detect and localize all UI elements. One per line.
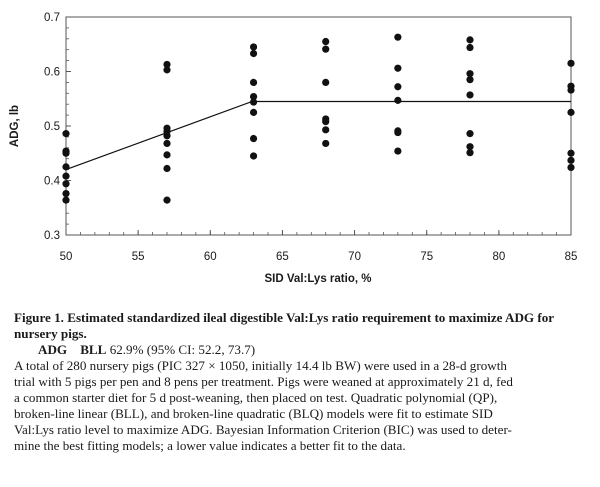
data-point [249,98,258,106]
data-point [62,149,70,157]
data-point [466,91,474,99]
data-point [322,118,330,126]
x-tick-label: 70 [348,251,361,263]
plot-frame [65,16,572,236]
data-point [163,151,171,159]
data-point [163,139,171,148]
y-tick-label: 0.7 [44,12,60,24]
broken-line-fit [65,100,571,171]
data-point [567,156,575,164]
data-points [62,33,575,204]
data-point [466,76,474,84]
y-axis-title: ADG, lb [9,105,21,147]
x-axis-ticks: 50 55 60 65 70 75 80 85 [60,230,578,263]
body-line: trial with 5 pigs per pen and 8 pens per… [14,374,513,389]
data-point [466,149,474,157]
y-tick-label: 0.5 [44,121,60,133]
data-point [249,43,258,51]
data-point [394,64,402,72]
x-tick-label: 65 [276,251,289,263]
data-point [163,132,171,140]
body-line: mine the best fitting models; a lower va… [14,438,406,453]
data-point [394,33,402,41]
data-point [62,163,70,171]
data-point [163,66,171,74]
data-point [249,49,258,58]
data-point [62,180,70,188]
data-point [249,134,258,143]
data-point [322,126,330,134]
y-tick-label: 0.6 [44,67,60,79]
data-point [322,37,330,46]
data-point [567,59,575,67]
body-line: a common starter diet for 5 d post-weani… [14,390,498,405]
data-point [466,70,474,78]
data-point [567,163,575,172]
data-point [394,96,402,104]
x-tick-label: 55 [132,251,145,263]
data-point [163,164,171,173]
figure-title: Figure 1. Estimated standardized ileal d… [14,310,554,341]
data-point [394,83,402,91]
x-tick-label: 80 [492,251,505,263]
data-point [62,189,70,198]
bll-estimate: 62.9% (95% CI: 52.2, 73.7) [109,342,256,357]
x-tick-label: 85 [565,251,578,263]
y-tick-label: 0.3 [44,230,60,242]
x-tick-label: 60 [204,251,217,263]
figure-caption: Figure 1. Estimated standardized ileal d… [14,310,590,454]
data-point [249,108,258,116]
data-point [322,139,330,148]
x-tick-label: 50 [60,251,73,263]
x-tick-label: 75 [420,251,433,263]
data-point [322,45,330,53]
x-axis-title: SID Val:Lys ratio, % [265,273,372,285]
data-point [62,172,70,180]
bll-abbr: BLL [80,342,107,357]
data-point [567,86,575,94]
body-line: A total of 280 nursery pigs (PIC 327 × 1… [14,358,507,373]
y-axis-ticks: 0.3 0.4 0.5 0.6 0.7 [44,12,71,242]
data-point [466,43,474,52]
data-point [163,60,171,69]
estimate-line: ADG BLL 62.9% (95% CI: 52.2, 73.7) [14,342,590,358]
data-point [394,147,402,155]
data-point [394,128,402,137]
adg-abbr: ADG [38,342,68,357]
data-point [249,92,258,101]
body-line: Val:Lys ratio level to maximize ADG. Bay… [14,422,512,437]
data-point [62,130,70,138]
adg-scatter-chart: 0.3 0.4 0.5 0.6 0.7 50 55 60 65 70 75 80 85 ADG, lb… [9,12,578,285]
data-point [62,196,70,204]
y-tick-label: 0.4 [44,176,61,188]
data-point [466,143,474,151]
data-point [163,196,171,204]
data-point [249,78,258,86]
data-point [567,149,575,157]
data-point [567,108,575,116]
data-point [466,130,474,138]
data-point [466,36,474,44]
data-point [322,78,330,86]
data-point [249,152,258,160]
body-line: broken-line linear (BLL), and broken-lin… [14,406,493,421]
